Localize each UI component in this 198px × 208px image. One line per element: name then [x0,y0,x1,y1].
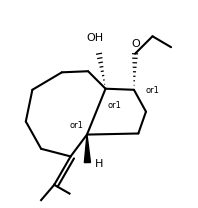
Polygon shape [84,135,90,163]
Text: or1: or1 [146,86,160,95]
Text: O: O [132,39,141,49]
Text: or1: or1 [108,101,122,110]
Text: or1: or1 [70,121,84,130]
Text: H: H [95,159,103,169]
Text: OH: OH [86,33,103,43]
